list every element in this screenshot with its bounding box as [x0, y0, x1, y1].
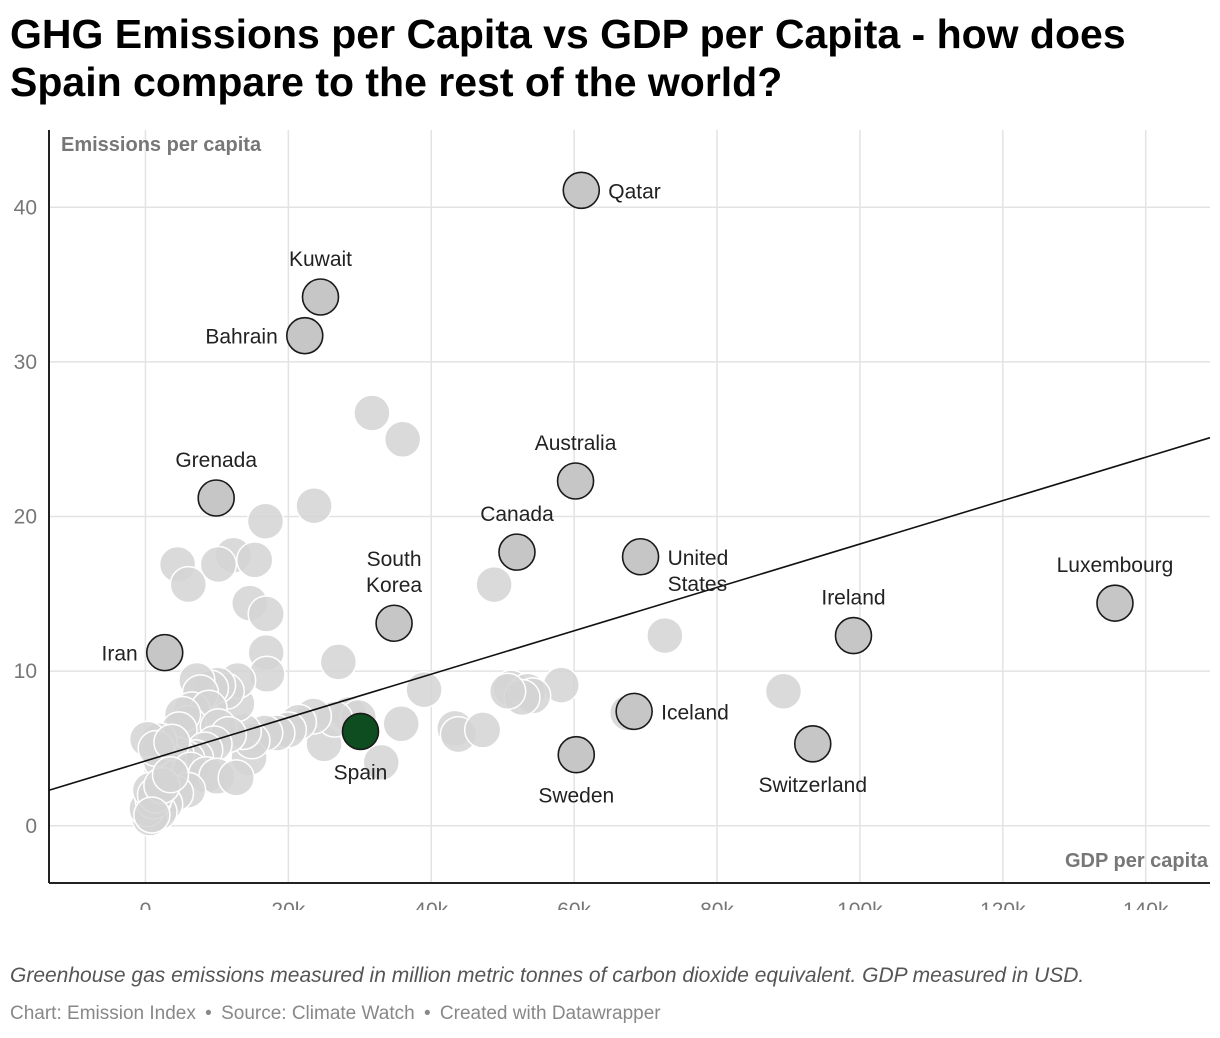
label-bahrain: Bahrain [205, 326, 277, 349]
y-tick-label: 20 [14, 506, 37, 529]
axes [48, 130, 1210, 884]
point-australia [556, 462, 595, 500]
data-point [382, 704, 420, 743]
y-axis-title: Emissions per capita [61, 134, 262, 156]
point-labels: Qatar Kuwait Bahrain Grenada Australia Canada… [102, 180, 1174, 807]
credit-separator: • [205, 1003, 212, 1024]
label-united-states: United States [668, 547, 729, 596]
credit-separator: • [423, 1003, 431, 1024]
data-point [353, 394, 391, 432]
label-iran: Iran [102, 643, 138, 666]
data-point [217, 759, 255, 797]
chart-credits: Chart: Emission Index • Source: Climate … [10, 1003, 665, 1025]
point-ireland [834, 616, 873, 655]
data-point [133, 796, 171, 834]
x-axis-title: GDP per capita [1065, 850, 1209, 872]
label-sweden: Sweden [538, 785, 614, 808]
credit-chart: Chart: Emission Index [10, 1003, 196, 1024]
label-qatar: Qatar [608, 180, 661, 203]
data-point [475, 565, 513, 604]
data-point [151, 756, 190, 794]
data-point [362, 743, 400, 782]
label-spain: Spain [334, 761, 388, 784]
label-kuwait: Kuwait [289, 248, 352, 271]
tick-labels: 0 10 20 30 40 0 20k 40k 60k 80k 100k 120k 140k [14, 196, 1169, 910]
point-sweden [557, 735, 596, 774]
data-point [295, 486, 333, 525]
label-iceland: Iceland [661, 701, 729, 724]
x-tick-label: 80k [700, 899, 734, 910]
y-tick-label: 30 [14, 351, 37, 374]
data-point [246, 502, 285, 540]
data-point [488, 672, 527, 711]
label-luxembourg: Luxembourg [1057, 554, 1174, 577]
trend-line-group [48, 436, 1211, 791]
label-switzerland: Switzerland [758, 774, 867, 797]
data-point [199, 545, 238, 584]
trend-line [48, 436, 1211, 791]
credit-tool: Created with Datawrapper [439, 1003, 661, 1024]
data-point [169, 565, 208, 604]
point-switzerland [793, 725, 832, 763]
x-tick-label: 20k [271, 899, 305, 910]
x-tick-label: 100k [837, 899, 883, 910]
point-united-states [621, 537, 660, 576]
y-tick-label: 0 [25, 815, 37, 838]
point-qatar [562, 171, 601, 210]
label-south-korea: South Korea [366, 548, 422, 597]
point-luxembourg [1096, 584, 1134, 622]
chart-notes: Greenhouse gas emissions measured in mil… [10, 964, 1085, 987]
y-tick-label: 10 [14, 660, 37, 683]
label-canada: Canada [480, 503, 554, 526]
point-bahrain [285, 316, 324, 355]
point-iceland [615, 692, 653, 731]
x-tick-label: 0 [140, 899, 152, 910]
x-tick-label: 40k [414, 899, 448, 910]
data-point [646, 616, 684, 655]
point-canada [498, 533, 536, 571]
x-tick-label: 140k [1123, 899, 1169, 910]
credit-source: Source: Climate Watch [221, 1003, 415, 1024]
label-australia: Australia [535, 432, 617, 455]
point-iran [145, 633, 184, 672]
data-point [236, 541, 274, 579]
data-point [405, 670, 443, 709]
chart-title: GHG Emissions per Capita vs GDP per Capi… [10, 11, 1126, 105]
point-spain [341, 712, 380, 751]
data-point [383, 420, 422, 458]
data-point [764, 672, 803, 711]
labeled-points [145, 171, 1134, 774]
point-grenada [197, 479, 235, 517]
x-tick-label: 120k [980, 899, 1026, 910]
data-point [319, 643, 358, 681]
data-point [247, 595, 285, 633]
label-ireland: Ireland [821, 587, 885, 610]
point-south-korea [375, 604, 413, 643]
scatter-chart: 0 10 20 30 40 0 20k 40k 60k 80k 100k 120k 140k Qatar… [14, 130, 1211, 910]
label-grenada: Grenada [175, 449, 257, 472]
data-point [463, 711, 502, 749]
point-kuwait [301, 278, 340, 316]
x-tick-label: 60k [557, 899, 591, 910]
y-tick-label: 40 [14, 196, 37, 219]
